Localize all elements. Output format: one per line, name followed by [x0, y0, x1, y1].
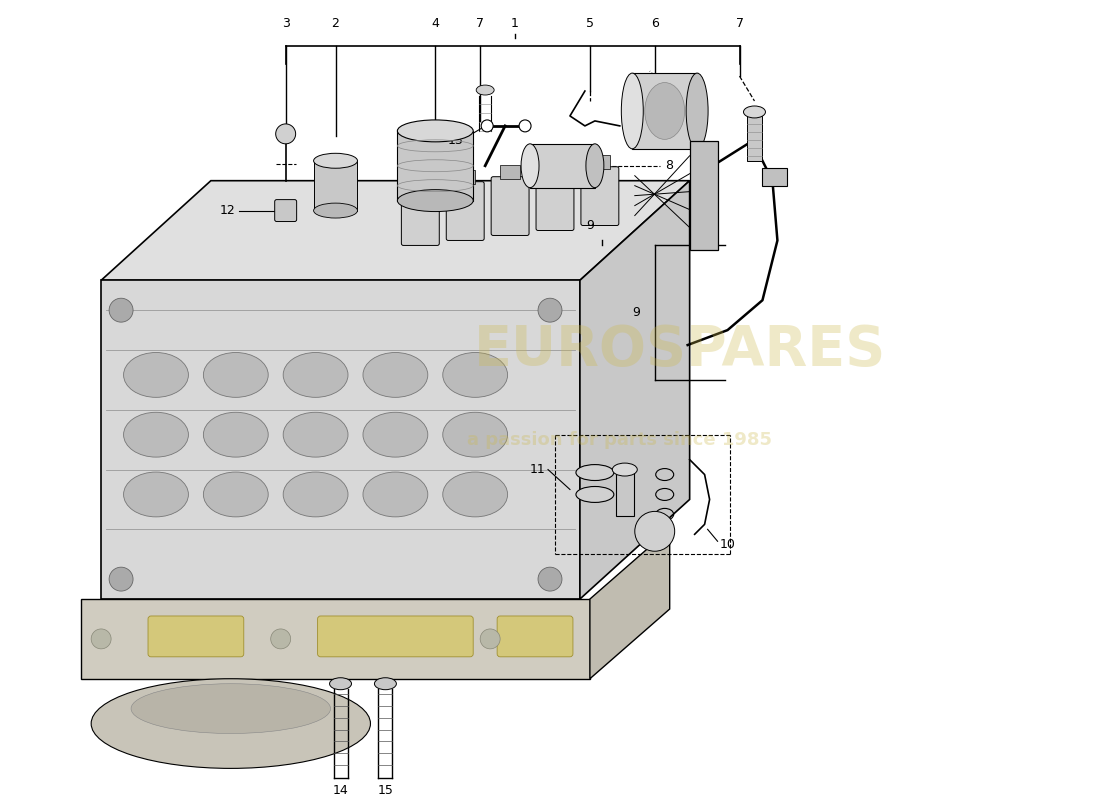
Ellipse shape — [204, 412, 268, 457]
Bar — [314, 161, 358, 210]
FancyBboxPatch shape — [318, 616, 473, 657]
Polygon shape — [580, 181, 690, 599]
Ellipse shape — [443, 353, 507, 398]
Circle shape — [109, 567, 133, 591]
Ellipse shape — [744, 106, 766, 118]
Circle shape — [109, 298, 133, 322]
Text: 13: 13 — [448, 134, 463, 147]
Text: 9: 9 — [586, 219, 594, 232]
Bar — [530, 144, 595, 188]
Ellipse shape — [576, 486, 614, 502]
Circle shape — [538, 298, 562, 322]
Ellipse shape — [363, 472, 428, 517]
Text: 1: 1 — [512, 17, 519, 30]
Ellipse shape — [586, 144, 604, 188]
Ellipse shape — [283, 412, 348, 457]
Text: 15: 15 — [377, 784, 394, 797]
Circle shape — [276, 124, 296, 144]
Ellipse shape — [123, 472, 188, 517]
Circle shape — [91, 629, 111, 649]
Text: a passion for parts since 1985: a passion for parts since 1985 — [468, 430, 772, 449]
Ellipse shape — [363, 353, 428, 398]
Text: 12: 12 — [220, 204, 235, 217]
Polygon shape — [81, 599, 590, 678]
Ellipse shape — [397, 120, 473, 142]
FancyBboxPatch shape — [402, 186, 439, 246]
Ellipse shape — [283, 472, 348, 517]
Polygon shape — [101, 181, 690, 280]
Bar — [762, 168, 788, 186]
Polygon shape — [101, 280, 580, 599]
Ellipse shape — [330, 678, 352, 690]
FancyBboxPatch shape — [536, 172, 574, 230]
Ellipse shape — [374, 678, 396, 690]
Text: 11: 11 — [529, 463, 544, 476]
Ellipse shape — [613, 463, 637, 476]
Bar — [397, 131, 473, 201]
Circle shape — [519, 120, 531, 132]
Text: 8: 8 — [664, 159, 673, 172]
Text: 4: 4 — [431, 17, 439, 30]
Bar — [747, 116, 762, 161]
Bar — [544, 160, 565, 174]
Text: 2: 2 — [331, 17, 340, 30]
Text: EUROSPARES: EUROSPARES — [473, 323, 886, 377]
Ellipse shape — [204, 353, 268, 398]
Ellipse shape — [476, 85, 494, 95]
Bar — [632, 73, 697, 149]
Ellipse shape — [131, 684, 331, 734]
Ellipse shape — [204, 472, 268, 517]
Text: 5: 5 — [586, 17, 594, 30]
Ellipse shape — [123, 412, 188, 457]
Text: 6: 6 — [651, 17, 659, 30]
Circle shape — [271, 629, 290, 649]
Text: 7: 7 — [476, 17, 484, 30]
Ellipse shape — [645, 82, 684, 139]
Ellipse shape — [521, 144, 539, 188]
Text: 10: 10 — [719, 538, 736, 550]
Text: 14: 14 — [332, 784, 349, 797]
Ellipse shape — [576, 465, 614, 481]
Ellipse shape — [363, 412, 428, 457]
Ellipse shape — [283, 353, 348, 398]
Text: 9: 9 — [631, 306, 640, 319]
FancyBboxPatch shape — [148, 616, 244, 657]
Bar — [455, 170, 475, 184]
FancyBboxPatch shape — [497, 616, 573, 657]
Ellipse shape — [443, 412, 507, 457]
Ellipse shape — [314, 203, 358, 218]
Bar — [616, 473, 634, 516]
Circle shape — [538, 567, 562, 591]
FancyBboxPatch shape — [447, 182, 484, 241]
Ellipse shape — [686, 73, 708, 149]
Text: 7: 7 — [736, 17, 744, 30]
Polygon shape — [590, 530, 670, 678]
Ellipse shape — [397, 190, 473, 211]
FancyBboxPatch shape — [581, 166, 619, 226]
Bar — [690, 141, 717, 250]
Bar — [500, 165, 520, 178]
Circle shape — [481, 629, 500, 649]
Ellipse shape — [123, 353, 188, 398]
Text: 3: 3 — [282, 17, 289, 30]
Ellipse shape — [443, 472, 507, 517]
Ellipse shape — [621, 73, 643, 149]
Ellipse shape — [314, 154, 358, 168]
Bar — [410, 174, 430, 189]
Ellipse shape — [91, 678, 371, 768]
FancyBboxPatch shape — [275, 200, 297, 222]
FancyBboxPatch shape — [491, 177, 529, 235]
Circle shape — [635, 511, 674, 551]
Bar — [590, 154, 609, 169]
Circle shape — [481, 120, 493, 132]
